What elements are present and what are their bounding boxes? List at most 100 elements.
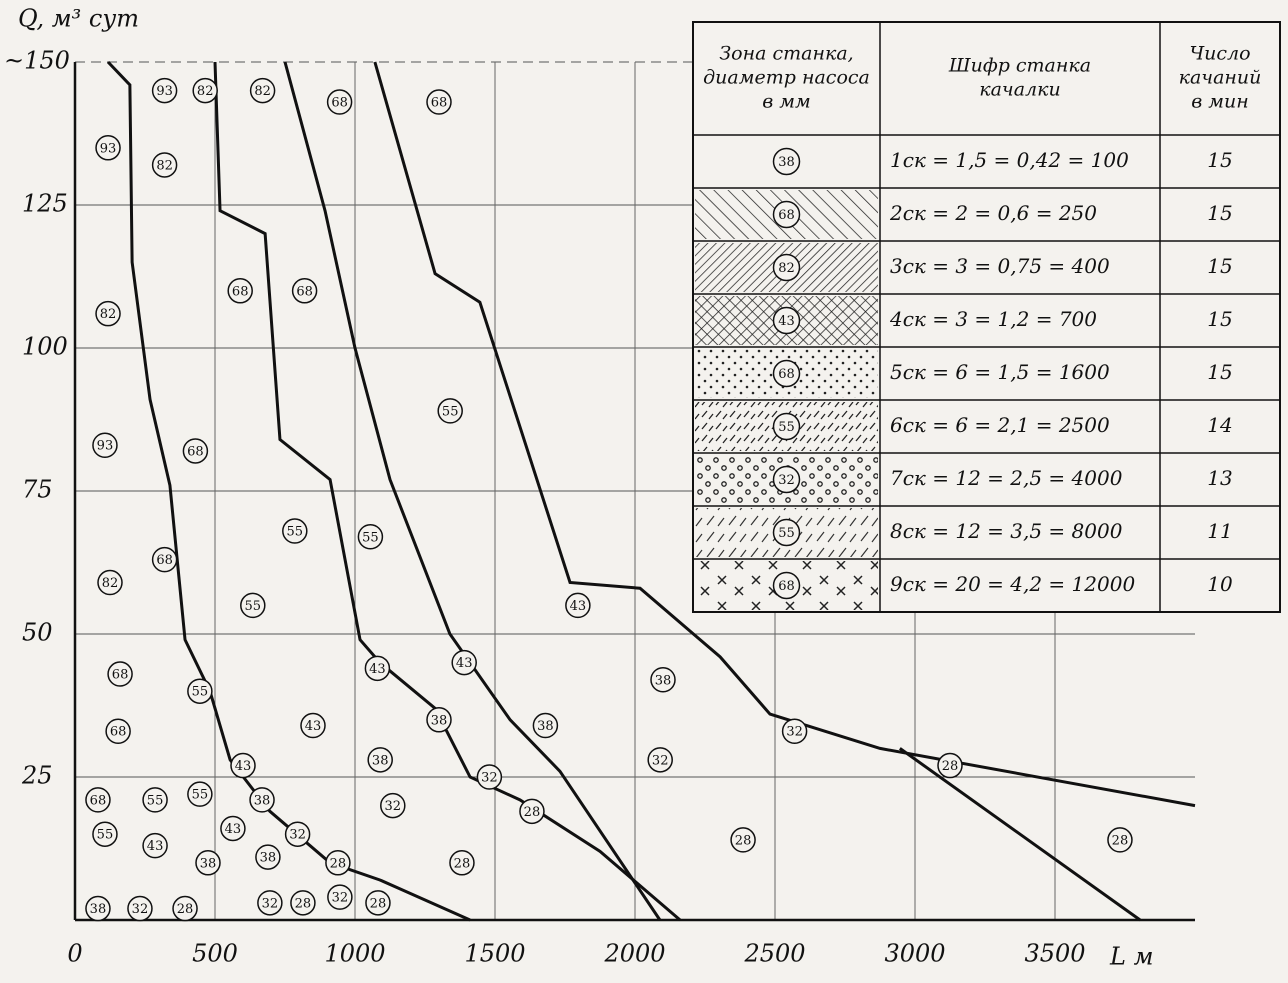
x-tick-label: 2000	[603, 940, 665, 968]
zone-label: 28	[735, 833, 752, 848]
zone-marker	[182, 438, 209, 464]
zone-marker	[85, 787, 111, 813]
unit-code: 5ск = 6 = 1,5 = 1600	[890, 360, 1110, 384]
zone-label: 68	[90, 793, 107, 808]
zone-label: 38	[655, 673, 672, 688]
table-header: Зона станка, диаметр насоса в мм	[703, 43, 870, 113]
zone-marker	[781, 718, 808, 744]
zone-marker	[142, 832, 168, 859]
zone-marker	[151, 77, 178, 104]
zone-label: 68	[112, 668, 129, 683]
zone-label: 28	[177, 902, 194, 917]
zone-marker	[426, 89, 452, 115]
zone-marker	[367, 747, 393, 773]
zone-label: 82	[197, 84, 214, 99]
zone-label: 28	[370, 896, 387, 911]
zone-label: 68	[431, 96, 448, 111]
zone-marker	[300, 712, 326, 739]
zone-label: 55	[778, 420, 795, 435]
zone-marker	[192, 77, 218, 104]
zone-label: 28	[524, 805, 541, 820]
x-tick-label: 1000	[324, 940, 385, 968]
zone-label: 28	[1112, 833, 1129, 848]
zone-marker	[230, 752, 256, 779]
zone-label: 38	[431, 713, 448, 728]
zone-label: 82	[156, 158, 173, 173]
zone-label: 38	[778, 155, 795, 170]
zone-label: 68	[331, 96, 348, 111]
zone-marker	[772, 518, 801, 547]
zone-label: 82	[254, 84, 271, 99]
zone-label: 38	[200, 856, 217, 871]
zone-label: 82	[100, 307, 117, 322]
zone-label: 55	[778, 526, 795, 541]
stroke-rate: 15	[1207, 307, 1232, 331]
x-tick-label: 3000	[884, 940, 945, 968]
zone-label: 32	[385, 799, 402, 814]
zone-marker	[1107, 827, 1133, 853]
zone-label: 68	[778, 208, 795, 223]
zone-label: 43	[147, 839, 164, 854]
zone-label: 32	[786, 725, 803, 740]
x-tick-label: 1500	[464, 940, 525, 968]
zone-label: 32	[652, 753, 669, 768]
zone-marker	[227, 278, 253, 304]
zone-label: 68	[778, 367, 795, 382]
zone-marker	[291, 278, 318, 304]
unit-code: 3ск = 3 = 0,75 = 400	[890, 254, 1110, 278]
zone-boundary	[283, 61, 662, 921]
zone-marker	[220, 815, 246, 842]
zone-marker	[284, 821, 311, 847]
zone-marker	[107, 661, 133, 687]
stroke-rate: 10	[1207, 572, 1233, 596]
zone-marker	[187, 678, 213, 704]
zone-label: 82	[778, 261, 795, 276]
y-tick-label: 75	[22, 476, 53, 504]
unit-code: 2ск = 2 = 0,6 = 250	[889, 201, 1097, 225]
zone-label: 68	[232, 284, 249, 299]
stroke-rate: 14	[1207, 413, 1232, 437]
stroke-rate: 15	[1207, 201, 1232, 225]
zone-marker	[937, 752, 963, 779]
zone-label: 28	[454, 856, 471, 871]
zone-label: 68	[110, 725, 127, 740]
zone-label: 93	[156, 84, 173, 99]
stroke-rate: 13	[1207, 466, 1232, 490]
zone-marker	[142, 787, 168, 813]
zone-label: 32	[289, 828, 306, 843]
zone-label: 43	[570, 599, 587, 614]
zone-marker	[92, 821, 118, 847]
zone-label: 43	[235, 759, 252, 774]
zone-marker	[357, 524, 384, 550]
zone-marker	[772, 306, 801, 335]
zone-marker	[565, 592, 591, 619]
zone-label: 32	[262, 896, 279, 911]
zone-marker	[772, 571, 801, 600]
zone-marker	[451, 649, 477, 676]
zone-label: 55	[192, 788, 209, 803]
zone-marker	[325, 850, 351, 876]
zone-label: 32	[332, 891, 349, 906]
zone-marker	[187, 781, 213, 807]
zone-label: 82	[102, 576, 119, 591]
zone-label: 43	[456, 656, 473, 671]
zone-label: 55	[147, 793, 164, 808]
zone-marker	[364, 655, 391, 682]
zone-marker	[327, 884, 353, 910]
zone-label: 38	[260, 851, 277, 866]
plot: 25 50 75 100 125 ~150 0 500 1000 1500 2000 2500 3000…	[4, 5, 1196, 971]
zone-label: 32	[481, 771, 498, 786]
zone-marker	[255, 844, 281, 870]
zone-marker	[519, 798, 545, 825]
table-header: Шифр станка качалки	[948, 55, 1091, 101]
x-tick-label: 500	[192, 940, 238, 968]
zone-label: 38	[90, 902, 107, 917]
zone-label: 55	[362, 530, 379, 545]
zone-marker	[240, 592, 266, 619]
zone-marker	[772, 147, 801, 176]
y-tick-label: ~150	[4, 47, 70, 75]
zone-marker	[95, 135, 121, 161]
zone-label: 55	[245, 599, 262, 614]
zone-boundary	[373, 61, 1196, 808]
zone-marker	[532, 712, 559, 739]
